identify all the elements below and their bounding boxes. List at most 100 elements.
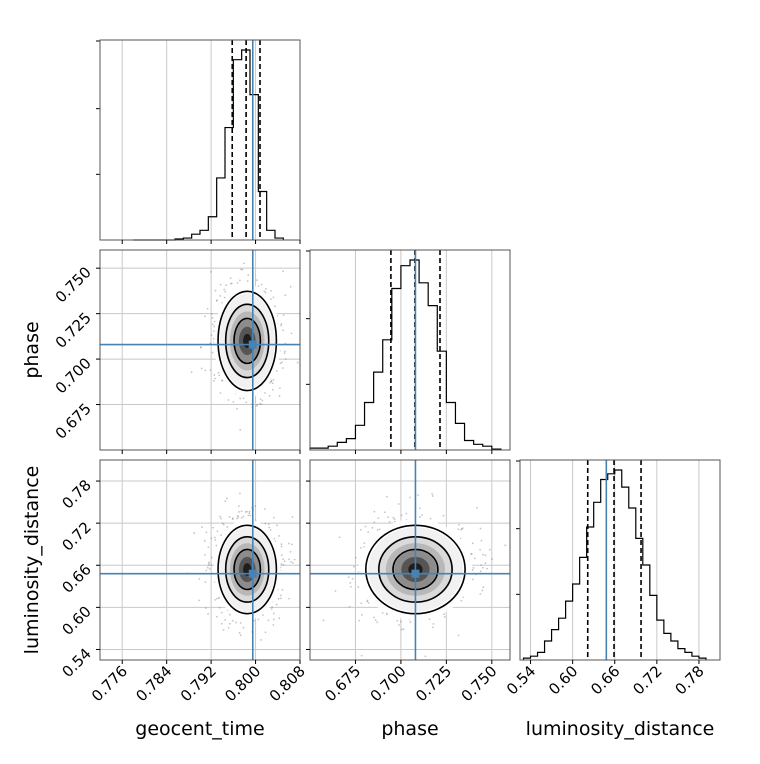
sample-point	[360, 613, 363, 616]
sample-point	[385, 495, 388, 498]
sample-point	[257, 285, 260, 287]
contour-1	[217, 290, 278, 392]
sample-point	[288, 558, 290, 561]
sample-point	[360, 602, 363, 605]
sample-point	[349, 585, 352, 588]
sample-point	[396, 619, 399, 622]
sample-point	[376, 529, 379, 531]
sample-point	[226, 497, 228, 500]
sample-point	[215, 299, 218, 302]
x-tick-label: 0.54	[503, 662, 539, 698]
sample-point	[226, 526, 229, 528]
sample-point	[373, 616, 375, 619]
x-ticks: 0.776 0.784 0.792 0.800 0.808	[88, 660, 309, 705]
sample-point	[290, 560, 293, 563]
sample-point	[282, 558, 284, 560]
sample-point	[254, 505, 257, 507]
x-tick-label: 0.66	[587, 662, 623, 698]
sample-point	[211, 351, 214, 354]
sample-point	[293, 558, 296, 561]
y-tick-label: 0.54	[58, 645, 94, 681]
sample-point	[242, 626, 245, 629]
sample-point	[461, 527, 464, 530]
sample-point	[208, 562, 210, 565]
sample-point	[207, 612, 210, 615]
sample-point	[215, 615, 218, 618]
sample-point	[204, 553, 206, 556]
sample-point	[419, 507, 421, 510]
sample-point	[363, 542, 366, 545]
sample-point	[219, 515, 222, 518]
sample-point	[291, 516, 294, 519]
sample-point	[200, 367, 203, 370]
sample-point	[458, 523, 460, 526]
sample-point	[220, 611, 223, 614]
sample-point	[204, 581, 207, 584]
sample-point	[262, 614, 264, 616]
sample-point	[360, 528, 362, 531]
sample-point	[246, 280, 249, 282]
x-ticks	[121, 240, 301, 244]
sample-point	[190, 371, 193, 374]
sample-point	[269, 529, 272, 531]
sample-point	[205, 607, 207, 610]
sample-point	[236, 515, 239, 517]
contour-1	[217, 524, 278, 615]
y-tick-label: 0.72	[58, 518, 94, 554]
sample-point	[236, 517, 239, 520]
sample-point	[259, 398, 262, 401]
sample-point	[209, 369, 212, 371]
sample-point	[248, 510, 251, 513]
sample-point	[442, 514, 445, 517]
sample-point	[264, 508, 266, 510]
sample-point	[366, 600, 369, 603]
sample-point	[428, 618, 431, 621]
sample-point	[277, 597, 280, 600]
sample-point	[470, 553, 473, 555]
x-tick-label: 0.776	[88, 662, 131, 705]
sample-point	[479, 570, 482, 573]
sample-point	[267, 523, 270, 526]
sample-point	[201, 526, 203, 529]
sample-point	[261, 399, 264, 402]
sample-point	[205, 569, 208, 572]
sample-point	[278, 534, 280, 537]
sample-point	[237, 505, 240, 508]
sample-point	[276, 524, 279, 527]
sample-point	[217, 597, 220, 599]
sample-point	[228, 622, 231, 625]
sample-point	[283, 560, 286, 563]
sample-point	[217, 372, 220, 374]
sample-point	[278, 617, 281, 620]
sample-point	[280, 594, 282, 597]
sample-point	[270, 289, 272, 292]
sample-point	[479, 527, 482, 530]
y-axis-label-luminosity_distance: luminosity_distance	[21, 466, 43, 655]
sample-point	[273, 305, 276, 308]
sample-point	[480, 564, 482, 566]
sample-point	[272, 612, 275, 615]
sample-point	[218, 606, 221, 609]
sample-point	[230, 248, 232, 250]
sample-point	[219, 295, 222, 297]
sample-point	[473, 557, 476, 560]
sample-point	[215, 544, 218, 547]
sample-point	[199, 346, 202, 349]
sample-point	[461, 527, 463, 530]
sample-point	[208, 561, 210, 564]
sample-point	[207, 546, 210, 549]
sample-point	[249, 514, 252, 517]
panel-frame-geocent_time-luminosity_distance	[99, 459, 301, 661]
sample-point	[248, 512, 251, 515]
sample-point	[238, 511, 240, 513]
sample-point	[237, 231, 239, 233]
truth-marker	[248, 340, 257, 349]
sample-point	[223, 296, 226, 299]
sample-point	[264, 631, 267, 634]
sample-point	[287, 542, 290, 545]
sample-point	[373, 510, 376, 513]
sample-point	[432, 622, 435, 625]
sample-point	[349, 582, 352, 584]
